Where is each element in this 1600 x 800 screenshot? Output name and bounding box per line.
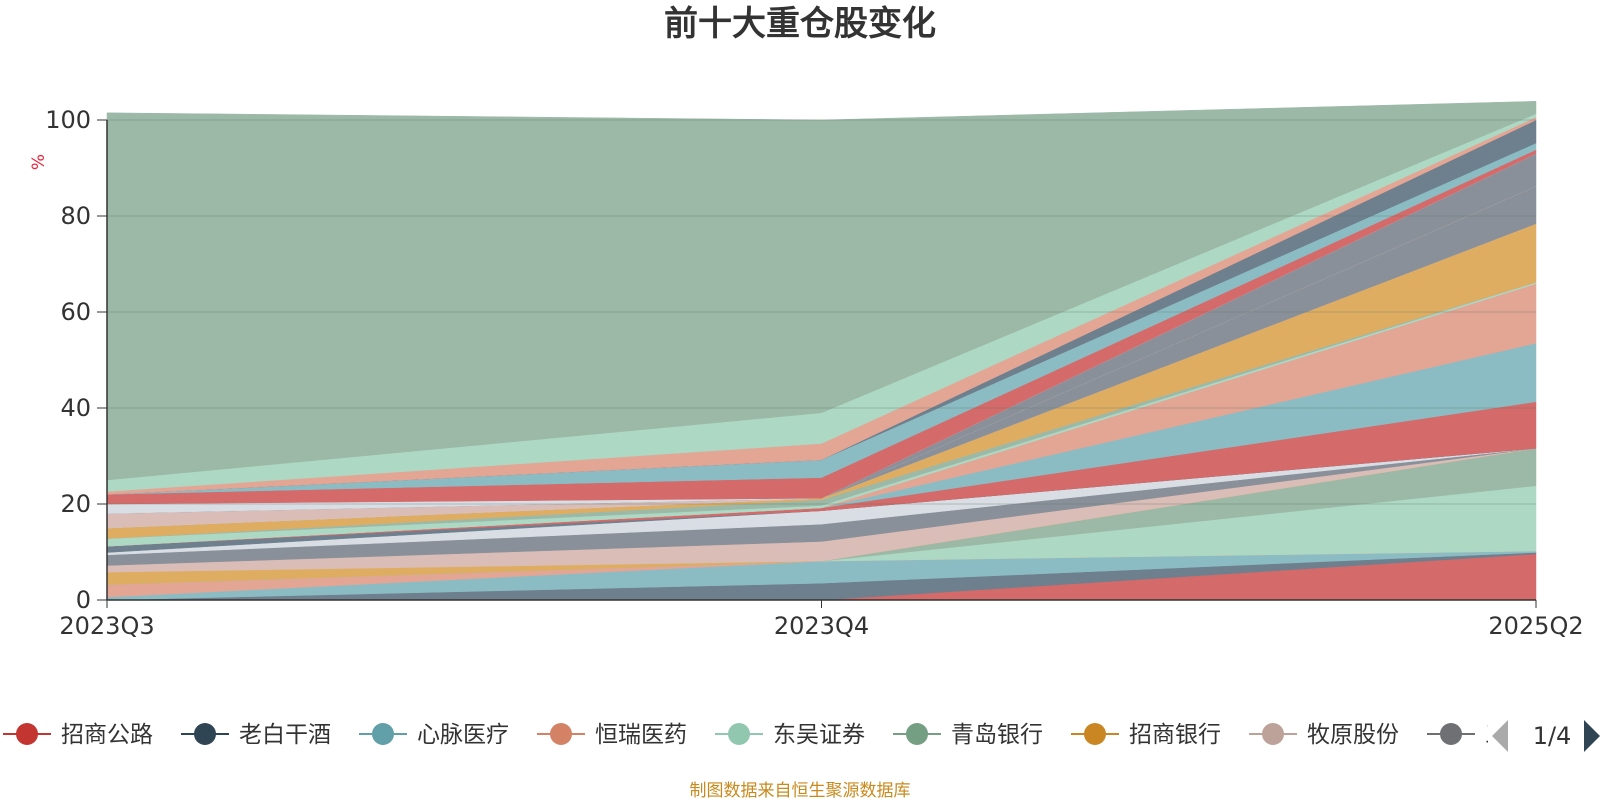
legend-label: 招商银行 (1129, 722, 1221, 748)
legend-item[interactable]: 心脉医疗 (359, 722, 509, 748)
legend-marker (372, 723, 394, 745)
legend-item[interactable]: 招商银行 (1071, 722, 1221, 748)
y-tick-label: 80 (60, 202, 91, 230)
legend-next-page-icon[interactable] (1584, 720, 1600, 752)
legend-marker (16, 723, 38, 745)
source-footer: 制图数据来自恒生聚源数据库 (690, 781, 911, 800)
legend-label: 东吴证券 (773, 722, 865, 748)
legend-label: 招商公路 (61, 722, 153, 748)
legend-marker (1440, 723, 1462, 745)
legend-label: 心脉医疗 (417, 722, 509, 748)
x-tick-label: 2025Q2 (1488, 612, 1583, 640)
legend-item[interactable]: 老白干酒 (181, 722, 331, 748)
legend-label: 老白干酒 (239, 722, 331, 748)
y-tick-label: 0 (76, 586, 91, 614)
chart-title: 前十大重仓股变化 (664, 4, 936, 44)
grid-lines (107, 119, 1536, 505)
y-tick-label: 40 (60, 394, 91, 422)
legend-item[interactable]: 恒瑞医药 (537, 722, 687, 748)
legend-item[interactable]: 牧原股份 (1249, 722, 1399, 748)
legend[interactable]: 招商公路老白干酒心脉医疗恒瑞医药东吴证券青岛银行招商银行牧原股份三1/4 (3, 708, 1600, 760)
y-axis-unit: % (29, 154, 49, 170)
legend-item[interactable]: 招商公路 (3, 722, 153, 748)
y-tick-label: 60 (60, 298, 91, 326)
x-tick-label: 2023Q4 (774, 612, 869, 640)
y-tick-label: 100 (45, 106, 91, 134)
legend-prev-page-icon[interactable] (1492, 720, 1508, 752)
legend-page-indicator: 1/4 (1533, 722, 1572, 750)
series-areas (106, 101, 1537, 601)
legend-marker (550, 723, 572, 745)
legend-label: 牧原股份 (1307, 722, 1399, 748)
axes: 0 20 40 60 80 100 2023Q3 2023Q4 2025Q2 (45, 106, 1583, 640)
legend-marker (1084, 723, 1106, 745)
x-tick-label: 2023Q3 (59, 612, 154, 640)
legend-item[interactable]: 东吴证券 (715, 722, 865, 748)
legend-marker (906, 723, 928, 745)
legend-marker (194, 723, 216, 745)
legend-label: 恒瑞医药 (595, 722, 687, 748)
y-tick-label: 20 (60, 490, 91, 518)
legend-item[interactable]: 青岛银行 (893, 722, 1043, 748)
legend-marker (1262, 723, 1284, 745)
legend-marker (728, 723, 750, 745)
legend-label: 青岛银行 (951, 722, 1043, 748)
